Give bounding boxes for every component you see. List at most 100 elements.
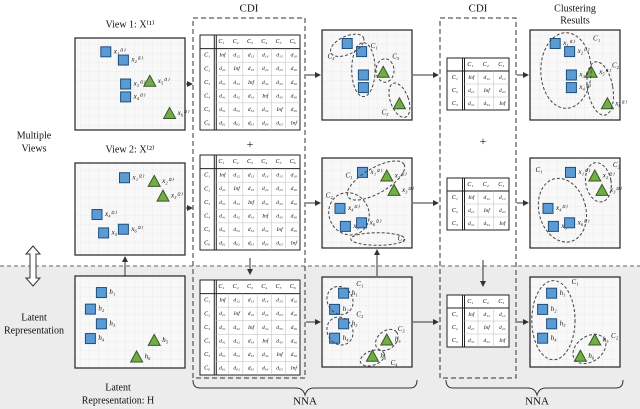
matrix-cell: Inf [290, 119, 299, 126]
matrix-cell: d₅₄ [262, 107, 269, 113]
cluster-label: C₄ [327, 53, 335, 61]
matrix-cell: d₁₅ [276, 298, 283, 304]
matrix-cell: d₂₁ [219, 311, 226, 317]
matrix-cell: d₁₆ [291, 173, 298, 179]
matrix-cell: d₄₃ [248, 213, 255, 219]
matrix-header: C₂ [483, 182, 489, 188]
matrix-cell: d₄₂ [233, 338, 240, 344]
node-square [120, 91, 132, 103]
matrix-cell: d₆₄ [262, 365, 269, 371]
matrix-row-header: C₃ [204, 200, 210, 206]
cluster-label: C₁ [345, 172, 352, 180]
cluster-label: C₁ [535, 166, 542, 174]
matrix-header: C₁ [218, 284, 224, 290]
matrix-cell: d₄₃ [248, 93, 255, 99]
node-square [95, 318, 107, 330]
node-triangle [379, 168, 394, 182]
matrix-row-header: C₄ [204, 338, 210, 344]
node-label: x₆⁽²⁾ [130, 225, 143, 233]
matrix-header: C₃ [498, 62, 504, 68]
matrix-row-header: C₂ [204, 66, 210, 72]
node-label: h₆ [380, 352, 387, 360]
cluster-ellipse [531, 280, 576, 361]
node-square [338, 318, 350, 330]
cluster-label: C₅ [392, 53, 400, 61]
matrix-cell: d₁₄ [262, 53, 269, 59]
node-triangle [587, 168, 602, 182]
node-square [341, 38, 353, 49]
matrix-cell: d₃₂ [233, 200, 240, 206]
matrix-cell: d₂₃ [499, 325, 506, 331]
matrix-header: C₃ [247, 159, 253, 165]
cluster-ellipse [585, 162, 612, 203]
matrix-row-header: C₁ [452, 75, 458, 81]
matrix-row-header: C₂ [204, 311, 210, 317]
node-square [338, 287, 350, 299]
node-label: x₄⁽²⁾ [347, 204, 360, 212]
matrix-cell: d₁₃ [499, 75, 506, 81]
matrix-cell: d₆₃ [248, 240, 255, 246]
matrix-cell: Inf [261, 337, 270, 344]
node-label: x₃⁽¹⁾ [133, 80, 146, 88]
matrix-cell: d₂₄ [262, 186, 269, 192]
matrix-cell: d₄₃ [248, 338, 255, 344]
matrix-cell: d₃₂ [233, 80, 240, 86]
node-triangle [147, 174, 162, 187]
matrix-cell: Inf [233, 185, 242, 192]
result-title: Clustering [554, 3, 596, 14]
matrix-row-header: C₂ [452, 325, 458, 331]
matrix-row-header: C₃ [452, 101, 458, 107]
matrix-cell: d₆₂ [233, 240, 240, 246]
matrix-cell: Inf [233, 310, 242, 317]
node-square [329, 332, 341, 344]
result-title: Results [560, 15, 590, 26]
matrix-cell: d₁₆ [291, 298, 298, 304]
node-label: x₆⁽²⁾ [577, 218, 590, 226]
matrix-header: C₅ [276, 284, 282, 290]
matrix-cell: d₃₁ [468, 338, 475, 344]
node-square [98, 227, 110, 239]
matrix-cell: d₂₃ [248, 186, 255, 192]
node-label: h₄ [343, 334, 350, 342]
node-label: x₄⁽¹⁾ [578, 83, 591, 91]
node-label: x₂⁽²⁾ [394, 172, 407, 180]
cluster-label: C₂ [611, 332, 619, 340]
matrix-cell: Inf [247, 79, 256, 86]
cluster-label: C₂ [612, 62, 620, 70]
matrix-cell: Inf [483, 207, 492, 214]
node-label: x₃⁽¹⁾ [578, 71, 591, 79]
cluster-label: C₁ [593, 35, 600, 43]
panel [321, 276, 413, 368]
matrix-cell: d₅₂ [233, 227, 240, 233]
matrix-cell: d₂₆ [291, 311, 298, 317]
matrix-cell: d₆₁ [219, 365, 226, 371]
node-label: x₁⁽¹⁾ [562, 39, 575, 47]
node-square [117, 223, 129, 235]
matrix-cell: d₃₅ [276, 200, 283, 206]
brace [192, 379, 418, 397]
cluster-ellipse [375, 328, 399, 352]
matrix-cell: d₅₁ [219, 107, 226, 113]
cluster-label: C₃ [398, 235, 406, 243]
matrix-cell: d₁₂ [483, 75, 490, 81]
cdi-box [192, 17, 306, 379]
matrix-cell: Inf [467, 311, 476, 318]
matrix-cell: Inf [467, 74, 476, 81]
node-square [91, 209, 103, 221]
matrix-cell: d₅₃ [248, 227, 255, 233]
node-label: h₃ [352, 319, 359, 327]
matrix-row-header: C₁ [452, 312, 458, 318]
matrix-cell: d₄₅ [276, 338, 283, 344]
side-label: Latent [21, 312, 47, 323]
cluster-label: C₂ [356, 310, 364, 318]
matrix-cell: d₁₅ [276, 173, 283, 179]
matrix-row-header: C₅ [204, 352, 210, 358]
node-label: h₃ [560, 319, 567, 327]
matrix-cell: d₄₅ [276, 213, 283, 219]
node-label: h₅ [162, 336, 169, 344]
matrix-header: C₅ [276, 39, 282, 45]
matrix-row-header: C₅ [204, 107, 210, 113]
cluster-ellipse [351, 42, 376, 98]
node-triangle [376, 65, 391, 78]
